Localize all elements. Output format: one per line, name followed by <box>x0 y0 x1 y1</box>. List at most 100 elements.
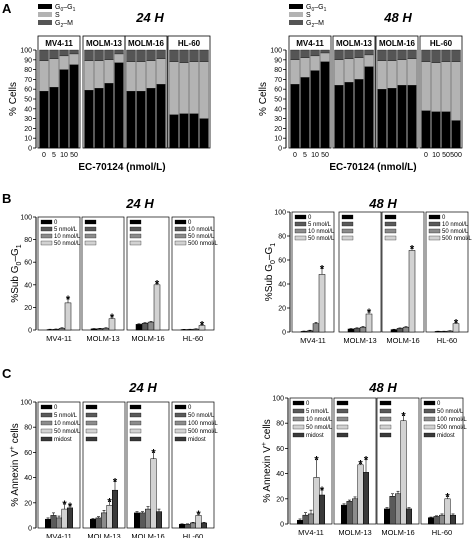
bar <box>134 512 140 529</box>
bar <box>428 517 434 525</box>
y-tick-label: 40 <box>24 282 32 289</box>
legend-swatch <box>384 214 397 220</box>
cell-line-group: HL-60 0 10 50 500 <box>419 35 463 159</box>
y-tick-label: 40 <box>278 282 286 289</box>
legend-swatch <box>174 233 187 239</box>
group-label: MV4-11 <box>45 39 73 48</box>
bar-segment <box>354 49 364 58</box>
legend-swatch <box>379 432 392 438</box>
legend-swatch <box>84 233 97 239</box>
legend-label-sub: 0 <box>60 7 63 13</box>
bar-segment <box>334 49 344 60</box>
bar <box>384 508 390 525</box>
bar-segment <box>320 61 330 149</box>
bar <box>61 508 68 529</box>
y-tick-label: 20 <box>24 126 32 133</box>
legend-swatch <box>85 436 98 442</box>
bar-segment <box>421 49 431 62</box>
bar-segment <box>84 60 94 91</box>
legend-swatch <box>294 228 307 234</box>
legend-label: 10 nmol/L <box>54 234 81 240</box>
significance-star: * <box>107 497 112 509</box>
y-tick-label: 80 <box>278 234 286 241</box>
x-tick-label: 50 <box>321 152 329 159</box>
x-tick-label: 10 <box>432 152 440 159</box>
legend-swatch <box>85 428 98 434</box>
legend-swatch <box>38 12 52 17</box>
significance-star: * <box>151 447 156 459</box>
bar <box>90 328 98 331</box>
group-frame <box>419 35 463 149</box>
bar-segment <box>104 59 114 84</box>
bar-segment <box>169 114 179 149</box>
bar-segment <box>407 49 417 59</box>
y-tick-label: 90 <box>274 57 282 64</box>
significance-star: * <box>113 476 118 488</box>
bar-segment <box>300 57 310 78</box>
x-axis-label: EC-70124 (nmol/L) <box>329 162 416 173</box>
legend-swatch <box>129 233 142 239</box>
panel-label-a: A <box>2 1 12 16</box>
y-tick-label: 100 <box>20 215 32 222</box>
legend-swatch <box>336 408 349 414</box>
chart-c-48h: 48 H 0 20 40 60 80 100 % Annexin V+ cells 0 5 nmo… <box>261 380 467 537</box>
bar-segment <box>114 53 124 63</box>
y-label-base: % Annexin V <box>10 450 21 507</box>
group-label: HL-60 <box>432 528 452 537</box>
bar-segment <box>39 91 49 149</box>
significance-star: * <box>358 459 363 471</box>
legend-label: 10 nmol/L <box>442 222 469 228</box>
y-tick-label: 80 <box>24 425 32 432</box>
y-tick-label: 100 <box>20 400 32 407</box>
bar <box>400 420 407 525</box>
bar-segment <box>421 110 431 149</box>
x-tick-label: 0 <box>293 152 297 159</box>
bar <box>408 250 416 333</box>
legend-swatch <box>174 436 187 442</box>
legend-swatch <box>292 408 305 414</box>
bar <box>302 514 309 525</box>
chart-title: 24 H <box>128 380 157 395</box>
bar <box>95 517 102 529</box>
significance-star: * <box>320 485 325 497</box>
bar-segment <box>431 111 441 149</box>
bar-segment <box>354 79 364 149</box>
y-label-mid: –G <box>264 246 275 260</box>
legend-label: 10 nmol/L <box>54 421 81 427</box>
legend-label: 5 nmol/L <box>308 222 332 228</box>
significance-star: * <box>62 499 67 511</box>
bar <box>145 508 151 529</box>
bar-segment <box>290 59 300 85</box>
legend-label: 50 nmol/L <box>442 229 469 235</box>
bar-segment <box>300 77 310 149</box>
bar <box>190 522 196 529</box>
x-tick-label: 0 <box>424 152 428 159</box>
bar <box>201 522 207 529</box>
cell-line-group: * <box>381 211 425 333</box>
cell-line-group: MOLM-13 <box>82 35 126 149</box>
bar-segment <box>59 49 69 57</box>
significance-star: * <box>445 491 450 503</box>
legend-swatch <box>384 221 397 227</box>
bar-segment <box>189 49 199 62</box>
legend-swatch <box>40 428 53 434</box>
legend-label-base: G <box>55 4 60 11</box>
y-label-base: %Sub G <box>264 264 275 301</box>
bar-segment <box>397 85 407 149</box>
bar <box>312 323 320 333</box>
bar <box>341 504 347 525</box>
legend-swatch <box>336 400 349 406</box>
cell-line-group: MV4-11 0 5 10 50 <box>37 35 81 159</box>
group-label: MV4-11 <box>298 528 324 537</box>
bar-segment <box>344 82 354 149</box>
legend-label: 5 nmol/L <box>306 409 330 415</box>
legend-label: 500 nmol/L <box>437 425 467 431</box>
y-label-sup: + <box>9 446 16 450</box>
y-tick-label: 100 <box>272 396 284 403</box>
legend-swatch <box>129 404 142 410</box>
y-tick-label: 0 <box>28 328 32 335</box>
group-label: MOLM-13 <box>86 39 123 48</box>
cell-line-group: MOLM-13 <box>332 35 376 149</box>
legend-swatch <box>423 416 436 422</box>
